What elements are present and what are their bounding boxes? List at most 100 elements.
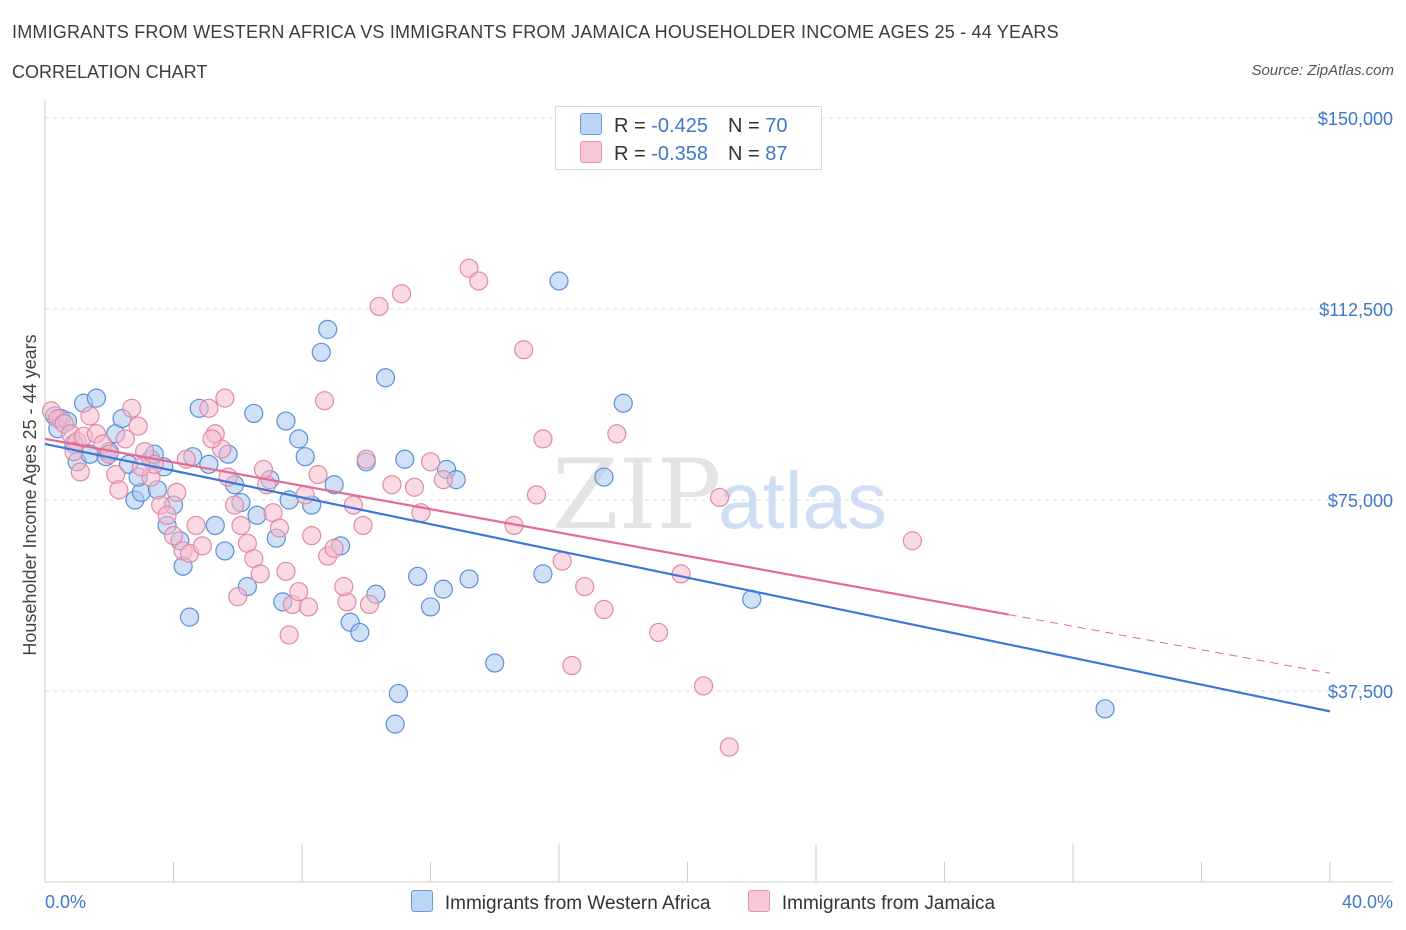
data-point-jamaica <box>420 452 441 472</box>
chart-title: IMMIGRANTS FROM WESTERN AFRICA VS IMMIGR… <box>12 22 1059 42</box>
data-point-western-africa <box>318 319 338 339</box>
data-point-jamaica <box>253 459 274 480</box>
data-point-jamaica <box>279 625 299 645</box>
data-point-jamaica <box>648 622 669 643</box>
data-point-jamaica <box>334 576 354 597</box>
legend-label-western-africa: Immigrants from Western Africa <box>444 893 711 914</box>
data-point-western-africa <box>244 403 264 424</box>
data-point-jamaica <box>710 487 730 508</box>
data-point-jamaica <box>99 444 119 464</box>
data-point-western-africa <box>350 622 370 643</box>
data-point-jamaica <box>202 429 222 449</box>
data-point-jamaica <box>224 495 245 515</box>
data-point-jamaica <box>533 429 553 449</box>
data-point-jamaica <box>671 564 691 584</box>
data-point-western-africa <box>459 569 479 589</box>
data-point-jamaica <box>295 485 315 505</box>
data-point-western-africa <box>408 566 428 587</box>
data-point-jamaica <box>343 495 363 515</box>
legend-item-jamaica: Immigrants from Jamaica <box>747 890 996 915</box>
data-point-jamaica <box>157 505 177 525</box>
y-axis-label: Householder Income Ages 25 - 44 years <box>20 334 40 655</box>
data-point-western-africa <box>276 411 296 431</box>
series-legend: Immigrants from Western Africa Immigrant… <box>0 890 1406 915</box>
series-jamaica-points <box>41 258 922 757</box>
legend-row-western-africa: R = -0.425 N = 70 <box>580 113 787 137</box>
grid-lines <box>45 117 1393 692</box>
data-point-jamaica <box>231 515 251 536</box>
watermark-zip: ZIP <box>552 439 721 551</box>
data-point-jamaica <box>607 424 627 444</box>
data-point-western-africa <box>179 607 200 627</box>
data-point-western-africa <box>1095 699 1115 719</box>
stats-legend: R = -0.425 N = 70 R = -0.358 N = 87 <box>555 106 822 170</box>
data-point-jamaica <box>314 391 335 411</box>
data-point-jamaica <box>289 582 309 602</box>
chart-subtitle: CORRELATION CHART <box>12 62 208 82</box>
data-point-western-africa <box>247 505 267 525</box>
data-point-western-africa <box>395 449 415 469</box>
data-point-jamaica <box>459 258 479 278</box>
data-point-western-africa <box>324 475 344 495</box>
legend-r-value: -0.358 <box>651 143 708 165</box>
data-point-jamaica <box>163 526 184 546</box>
data-point-jamaica <box>359 594 380 615</box>
legend-swatch-pink <box>747 890 770 912</box>
data-point-western-africa <box>205 515 225 536</box>
legend-swatch-blue <box>410 890 433 912</box>
data-point-jamaica <box>131 457 151 477</box>
tick-labels: $37,500 $75,000 $112,500 $150,000 0.0% 40.0% <box>45 109 1393 912</box>
data-point-western-africa <box>594 467 614 487</box>
data-point-western-africa <box>388 683 408 704</box>
data-point-jamaica <box>199 398 219 418</box>
data-point-western-africa <box>420 597 441 617</box>
data-point-western-africa <box>549 271 569 291</box>
data-point-western-africa <box>295 447 315 467</box>
data-point-western-africa <box>86 388 107 408</box>
data-point-western-africa <box>533 564 553 584</box>
data-point-jamaica <box>228 587 248 607</box>
data-point-jamaica <box>575 576 595 597</box>
x-tick-label: 0.0% <box>45 892 86 912</box>
data-point-jamaica <box>526 485 547 505</box>
legend-n-value: 87 <box>765 143 788 165</box>
data-point-jamaica <box>167 482 187 502</box>
legend-item-western-africa: Immigrants from Western Africa <box>410 890 711 915</box>
data-point-jamaica <box>514 340 534 360</box>
x-tick-label: 40.0% <box>1342 892 1393 912</box>
data-point-jamaica <box>192 536 213 556</box>
data-point-jamaica <box>70 462 90 482</box>
legend-label-jamaica: Immigrants from Jamaica <box>781 893 996 914</box>
y-tick-label: $112,500 <box>1319 300 1393 320</box>
trend-line-jamaica-extension <box>1008 614 1331 674</box>
data-point-jamaica <box>250 564 270 584</box>
data-point-jamaica <box>719 737 739 757</box>
data-point-jamaica <box>562 655 582 676</box>
data-point-jamaica <box>269 518 290 538</box>
legend-n-label: N = <box>727 143 766 165</box>
y-tick-label: $150,000 <box>1318 109 1393 129</box>
legend-r-label: R = <box>614 115 652 137</box>
data-point-jamaica <box>186 515 206 536</box>
legend-n-value: 70 <box>765 115 788 137</box>
data-point-jamaica <box>353 515 373 536</box>
data-point-western-africa <box>289 429 309 449</box>
legend-r-label: R = <box>614 143 652 165</box>
data-point-western-africa <box>385 714 405 734</box>
y-tick-label: $75,000 <box>1328 491 1393 511</box>
data-point-jamaica <box>128 416 148 436</box>
legend-row-jamaica: R = -0.358 N = 87 <box>580 141 787 165</box>
data-point-jamaica <box>594 599 614 620</box>
data-point-jamaica <box>552 551 572 571</box>
data-point-western-africa <box>613 393 633 413</box>
trend-line-western-africa <box>44 442 1331 713</box>
legend-r-value: -0.425 <box>651 115 708 137</box>
legend-swatch-pink <box>580 141 602 163</box>
data-point-jamaica <box>115 429 135 449</box>
data-point-jamaica <box>308 464 328 485</box>
data-point-jamaica <box>80 406 100 426</box>
data-point-jamaica <box>302 526 322 546</box>
legend-swatch-blue <box>580 113 602 135</box>
watermark-atlas: atlas <box>718 456 887 545</box>
data-point-jamaica <box>382 475 402 495</box>
